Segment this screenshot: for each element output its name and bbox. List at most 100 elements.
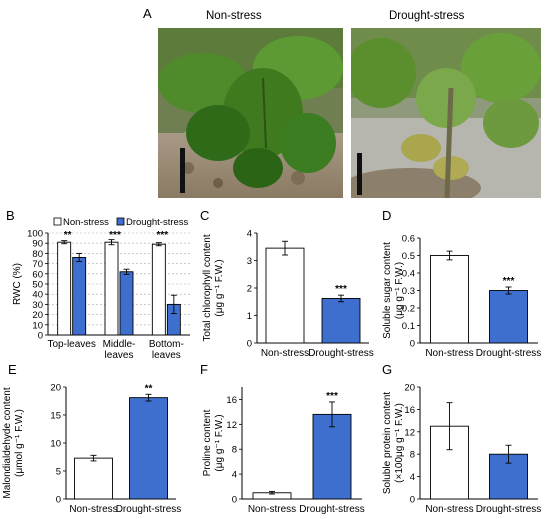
bar bbox=[72, 257, 87, 336]
chart-soluble-sugar: Soluble sugar content (μg g⁻¹ F.W.) 0 0.1 0.… bbox=[382, 234, 542, 360]
y-axis-label: Total chlorophyll content bbox=[202, 234, 213, 342]
y-axis-label: (μg g⁻¹ F.W.) bbox=[214, 259, 225, 316]
x-tick-label: Drought-stress bbox=[476, 504, 542, 515]
y-axis-label: Malondialdehyde content bbox=[2, 387, 13, 498]
legend-label-non-stress: Non-stress bbox=[63, 217, 109, 228]
x-tick-label: Drought-stress bbox=[299, 504, 365, 515]
panel-a-letter: A bbox=[143, 6, 152, 21]
y-axis-label: Proline content bbox=[202, 409, 213, 476]
y-tick-label: 20 bbox=[404, 383, 415, 394]
y-tick-label: 16 bbox=[226, 395, 237, 406]
significance-label: ** bbox=[145, 383, 153, 394]
x-tick-label: Drought-stress bbox=[476, 348, 542, 359]
y-tick-label: 0 bbox=[38, 331, 43, 342]
non-stress-plant-image bbox=[158, 28, 343, 198]
y-tick-label: 0.2 bbox=[402, 304, 415, 315]
bar bbox=[129, 397, 168, 500]
y-tick-label: 4 bbox=[247, 229, 252, 240]
y-tick-label: 0.4 bbox=[402, 269, 415, 280]
bar bbox=[151, 243, 166, 336]
non-stress-plant-photo bbox=[158, 28, 343, 198]
y-tick-label: 16 bbox=[404, 405, 415, 416]
significance-label: ** bbox=[64, 230, 72, 241]
y-tick-label: 10 bbox=[50, 439, 61, 450]
y-tick-label: 12 bbox=[404, 427, 415, 438]
y-tick-label: 1 bbox=[247, 311, 252, 322]
y-tick-label: 40 bbox=[32, 290, 43, 301]
photo-left-title: Non-stress bbox=[206, 10, 262, 22]
significance-label: *** bbox=[503, 276, 515, 287]
y-axis-label: Soluble protein content bbox=[382, 392, 393, 495]
photo-right-title: Drought-stress bbox=[389, 10, 465, 22]
legend-swatch-drought-stress bbox=[116, 217, 125, 226]
x-tick-label: Drought-stress bbox=[308, 348, 374, 359]
y-tick-label: 0.5 bbox=[402, 251, 415, 262]
bar bbox=[57, 241, 72, 336]
y-axis-label: Soluble sugar content bbox=[382, 242, 393, 339]
chart-malondialdehyde: Malondialdehyde content (μmol g⁻¹ F.W.) 0 5… bbox=[2, 383, 182, 516]
y-tick-label: 15 bbox=[50, 411, 61, 422]
chart-soluble-protein: Soluble protein content (×100μg g⁻¹ F.W.)… bbox=[382, 383, 542, 516]
chart-total-chlorophyll: Total chlorophyll content (μg g⁻¹ F.W.) 0 1… bbox=[202, 229, 374, 360]
y-tick-label: 30 bbox=[32, 300, 43, 311]
legend-swatch-non-stress bbox=[53, 217, 62, 226]
y-tick-label: 20 bbox=[32, 310, 43, 321]
x-tick-label: Non-stress bbox=[261, 348, 309, 359]
y-tick-label: 8 bbox=[232, 445, 237, 456]
significance-label: *** bbox=[109, 230, 121, 241]
y-tick-label: 8 bbox=[410, 450, 415, 461]
panel-g-letter: G bbox=[382, 362, 393, 377]
x-tick-label: Top-leaves bbox=[47, 339, 95, 350]
bar bbox=[119, 271, 134, 336]
y-axis-label: (×100μg g⁻¹ F.W.) bbox=[394, 403, 405, 483]
y-tick-label: 4 bbox=[410, 472, 415, 483]
y-tick-label: 60 bbox=[32, 269, 43, 280]
y-axis-label: (μg g⁻¹ F.W.) bbox=[394, 262, 405, 319]
significance-label: *** bbox=[335, 284, 347, 295]
x-tick-label: Bottom- bbox=[149, 339, 184, 350]
y-tick-label: 0.6 bbox=[402, 234, 415, 245]
y-tick-label: 70 bbox=[32, 259, 43, 270]
panel-d-letter: D bbox=[382, 208, 392, 223]
y-tick-label: 0 bbox=[410, 339, 415, 350]
significance-label: *** bbox=[156, 230, 168, 241]
y-tick-label: 0 bbox=[247, 339, 252, 350]
y-tick-label: 100 bbox=[27, 229, 43, 240]
bar bbox=[489, 290, 528, 344]
x-tick-label: Drought-stress bbox=[116, 504, 182, 515]
y-axis-label: (μg g⁻¹ F.W.) bbox=[214, 414, 225, 471]
y-tick-label: 10 bbox=[32, 320, 43, 331]
y-axis-label: RWC (%) bbox=[12, 263, 23, 305]
y-tick-label: 50 bbox=[32, 280, 43, 291]
drought-stress-plant-photo bbox=[351, 28, 541, 198]
y-tick-label: 20 bbox=[50, 383, 61, 394]
x-tick-label: leaves bbox=[105, 350, 134, 361]
x-tick-label: Non-stress bbox=[425, 504, 473, 515]
panel-e-letter: E bbox=[8, 362, 17, 377]
x-tick-label: Middle- bbox=[103, 339, 136, 350]
panel-f-letter: F bbox=[200, 362, 208, 377]
y-tick-label: 4 bbox=[232, 470, 237, 481]
y-tick-label: 0 bbox=[410, 495, 415, 506]
bar bbox=[74, 457, 113, 500]
panel-c-letter: C bbox=[200, 208, 210, 223]
y-tick-label: 0.3 bbox=[402, 286, 415, 297]
y-tick-label: 90 bbox=[32, 239, 43, 250]
y-tick-label: 0 bbox=[56, 495, 61, 506]
x-tick-label: Non-stress bbox=[425, 348, 473, 359]
y-tick-label: 0.1 bbox=[402, 321, 415, 332]
y-tick-label: 0 bbox=[232, 495, 237, 506]
y-tick-label: 2 bbox=[247, 284, 252, 295]
bar bbox=[321, 297, 361, 344]
panel-b-letter: B bbox=[6, 208, 15, 223]
x-tick-label: Non-stress bbox=[248, 504, 296, 515]
y-tick-label: 3 bbox=[247, 256, 252, 267]
bar bbox=[104, 241, 119, 336]
significance-label: *** bbox=[326, 391, 338, 402]
bar bbox=[265, 247, 305, 344]
y-tick-label: 5 bbox=[56, 467, 61, 478]
bar bbox=[430, 255, 469, 344]
drought-stress-plant-image bbox=[351, 28, 541, 198]
y-axis-label: (μmol g⁻¹ F.W.) bbox=[14, 409, 25, 477]
